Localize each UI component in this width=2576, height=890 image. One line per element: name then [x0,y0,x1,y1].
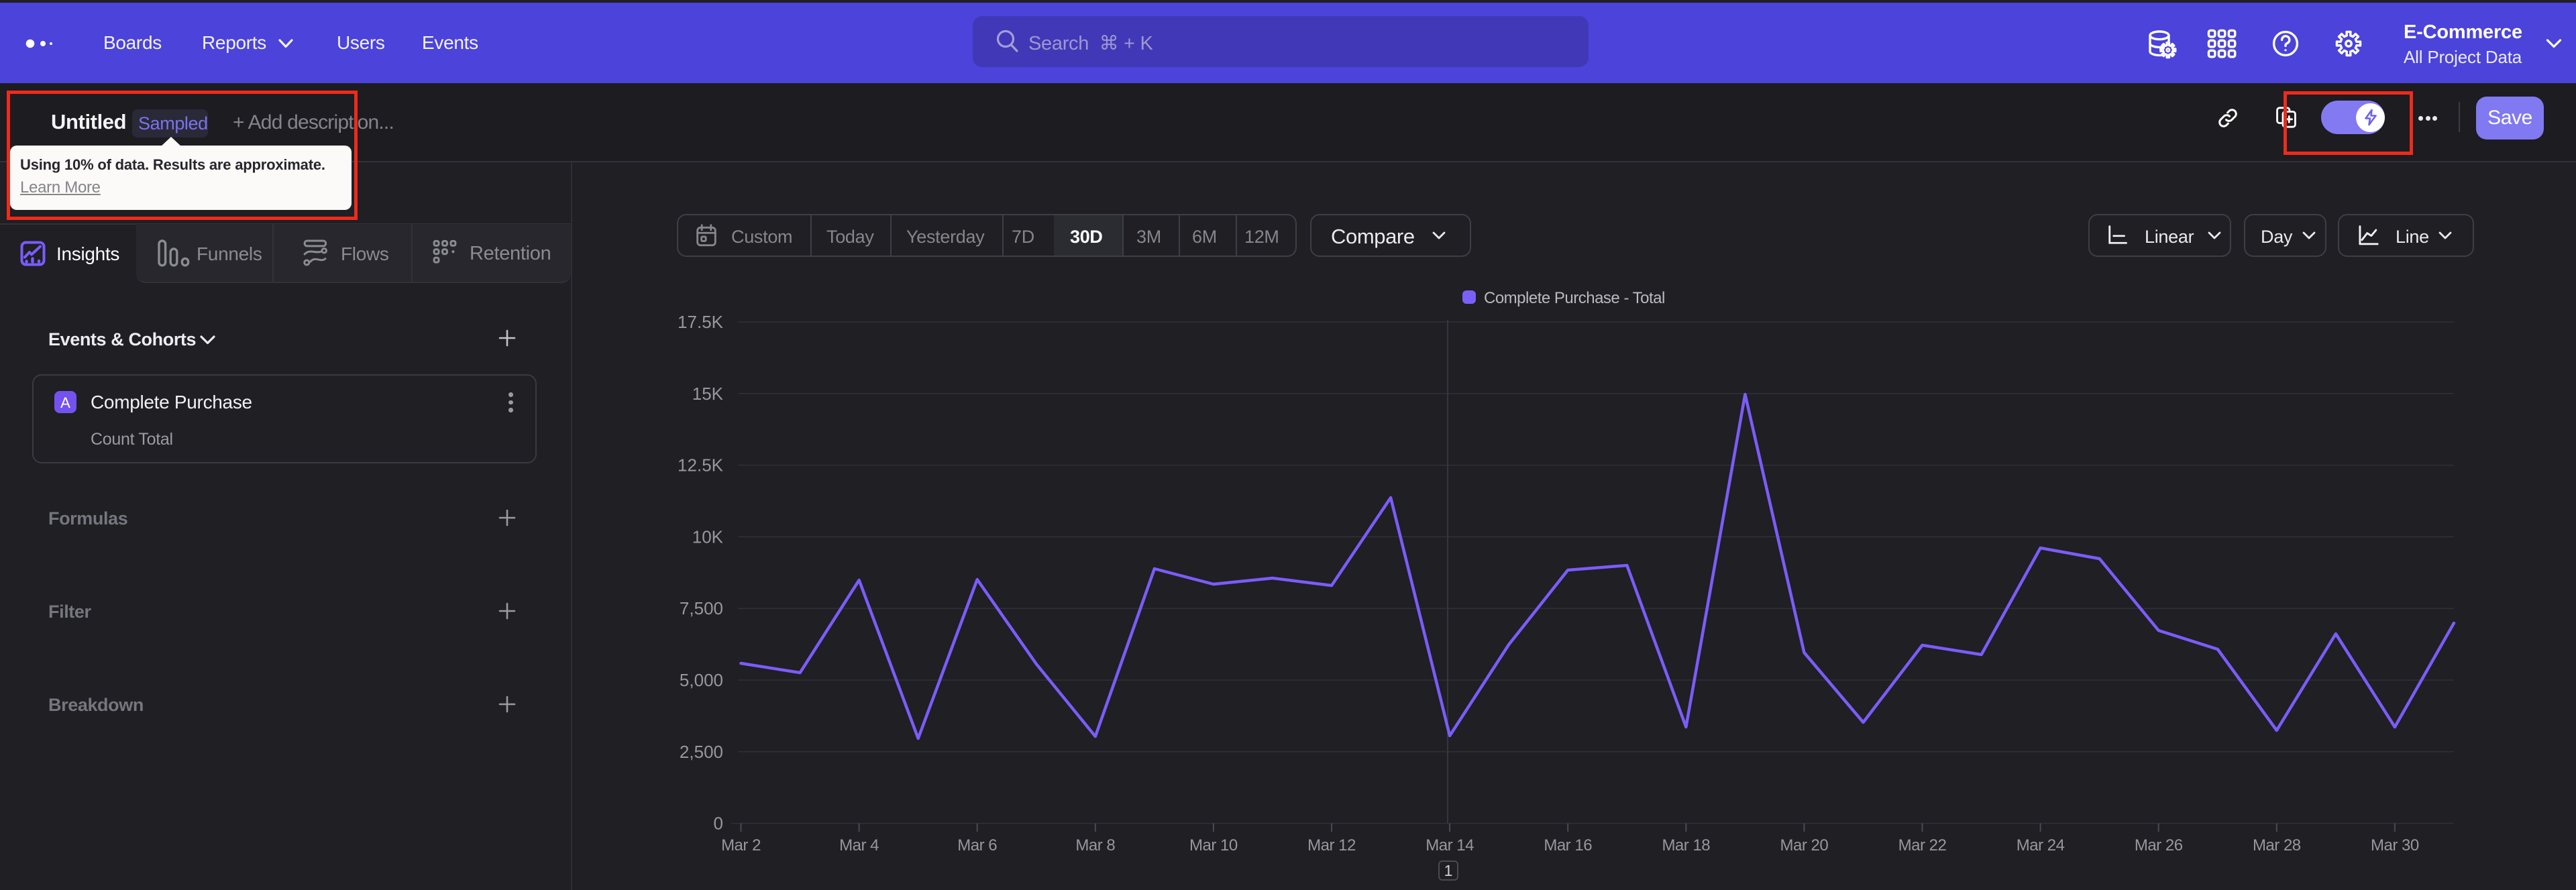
svg-text:Mar 24: Mar 24 [2017,836,2065,854]
svg-text:Mar 16: Mar 16 [1544,836,1592,854]
svg-text:10K: 10K [692,526,724,547]
svg-text:Mar 20: Mar 20 [1780,836,1829,854]
svg-text:Mar 6: Mar 6 [957,836,997,854]
svg-text:Mar 22: Mar 22 [1898,836,1947,854]
svg-text:17.5K: 17.5K [678,312,724,332]
svg-text:Mar 18: Mar 18 [1662,836,1710,854]
svg-text:15K: 15K [692,384,724,404]
svg-text:Mar 10: Mar 10 [1189,836,1238,854]
svg-text:Mar 8: Mar 8 [1075,836,1115,854]
svg-text:12.5K: 12.5K [678,455,724,476]
svg-text:Mar 26: Mar 26 [2135,836,2183,854]
svg-text:2,500: 2,500 [680,742,723,762]
svg-text:Mar 12: Mar 12 [1307,836,1356,854]
svg-text:Mar 2: Mar 2 [721,836,761,854]
svg-text:Mar 4: Mar 4 [839,836,879,854]
svg-text:7,500: 7,500 [680,598,723,618]
svg-text:Mar 28: Mar 28 [2253,836,2301,854]
svg-text:0: 0 [714,814,723,834]
svg-text:5,000: 5,000 [680,670,723,690]
svg-text:Mar 30: Mar 30 [2371,836,2419,854]
svg-text:Mar 14: Mar 14 [1426,836,1474,854]
